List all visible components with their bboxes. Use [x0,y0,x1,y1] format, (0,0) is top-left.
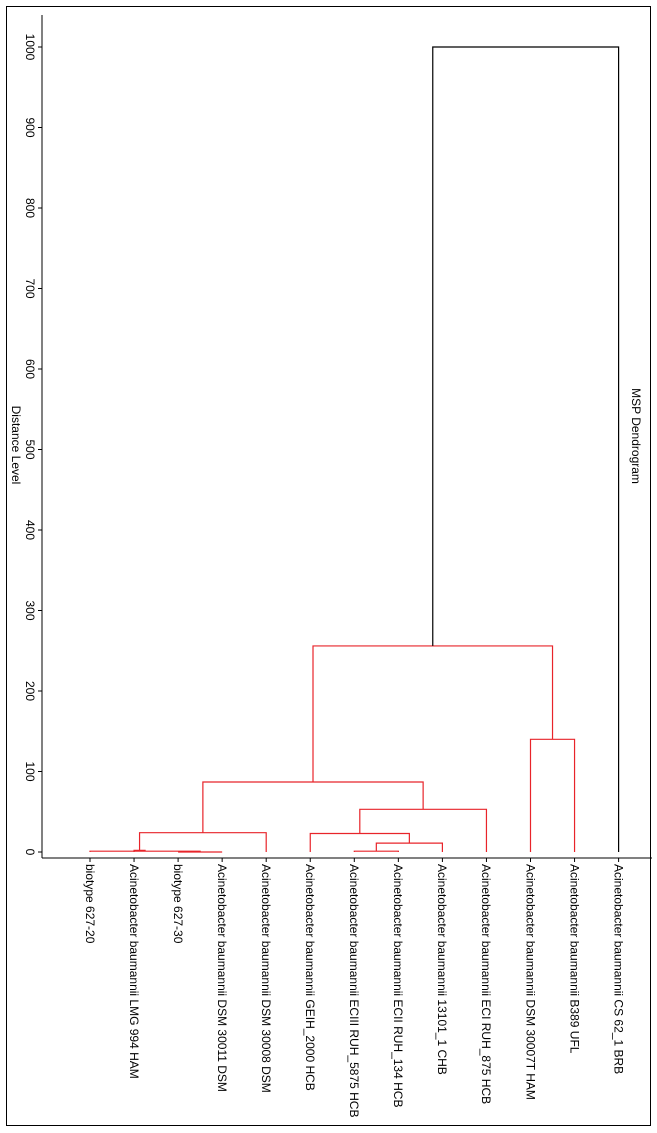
y-tick-label: 1000 [23,34,37,61]
chart-title: MSP Dendrogram [629,388,643,484]
leaf-label: Acinetobacter baumannii 13101_1 CHB [435,864,449,1075]
leaf-label: Acinetobacter baumannii LMG 994 HAM [127,864,141,1079]
y-tick-label: 700 [23,278,37,298]
dendrogram-link [432,46,620,852]
dendrogram-link [312,645,554,782]
leaf-label: Acinetobacter baumannii DSM 30008 DSM [259,864,273,1093]
leaf-label: biotype 627-30 [171,864,185,944]
dendrogram-link [202,781,424,833]
leaf-label: Acinetobacter baumannii GEIH_2000 HCB [303,864,317,1091]
y-tick-label: 800 [23,198,37,218]
dendrogram-link [353,850,399,852]
y-ticks: 0 100 200 300 400 500 600 700 800 900 1000 [23,34,42,856]
leaf-label: Acinetobacter baumannii B389 UFL [567,864,581,1054]
dendrogram-link [138,832,267,852]
y-tick-label: 300 [23,600,37,620]
plot-frame [6,6,651,1126]
y-tick-label: 100 [23,761,37,781]
y-tick-label: 600 [23,359,37,379]
leaf-label: Acinetobacter baumannii DSM 30011 DSM [215,864,229,1092]
dendrogram-link [359,808,488,852]
leaf-label: Acinetobacter baumannii CS 62_1 BRB [611,864,625,1074]
dendrogram-link [529,738,576,852]
dendrogram-links [89,46,620,853]
leaf-ticks [89,858,620,862]
leaf-labels: biotype 627-20 Acinetobacter baumannii LM… [83,864,626,1117]
y-tick-label: 0 [23,849,37,856]
y-tick-label: 500 [23,439,37,459]
leaf-label: Acinetobacter baumannii ECIII RUH_5875 H… [347,864,361,1117]
leaf-label: Acinetobacter baumannii ECII RUH_134 HCB [391,864,405,1107]
leaf-label: Acinetobacter baumannii ECI RUH_875 HCB [479,864,493,1104]
y-tick-label: 400 [23,520,37,540]
y-tick-label: 900 [23,117,37,137]
y-axis-label: Distance Level [9,406,23,485]
leaf-label: Acinetobacter baumannii DSM 30007T HAM [523,864,537,1100]
leaf-label: biotype 627-20 [83,864,97,944]
y-tick-label: 200 [23,681,37,701]
